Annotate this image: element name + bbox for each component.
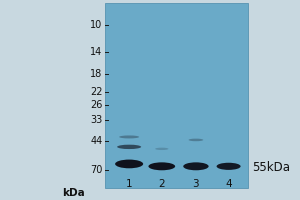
Ellipse shape [183,162,208,170]
Ellipse shape [217,163,241,170]
Ellipse shape [148,162,175,170]
Text: 3: 3 [193,179,199,189]
Bar [105,3,248,188]
Ellipse shape [189,139,203,141]
Ellipse shape [155,148,169,150]
Text: 70: 70 [90,165,102,175]
Ellipse shape [117,145,141,149]
Text: 4: 4 [225,179,232,189]
Text: 22: 22 [90,87,102,97]
Ellipse shape [119,135,139,138]
Text: 1: 1 [126,179,133,189]
Text: 18: 18 [90,69,102,79]
Ellipse shape [115,160,143,168]
Text: 55kDa: 55kDa [252,161,290,174]
Text: 26: 26 [90,100,102,110]
Text: 44: 44 [90,136,102,146]
Text: 2: 2 [158,179,165,189]
Text: 33: 33 [90,115,102,125]
Text: 10: 10 [90,20,102,30]
Text: 14: 14 [90,47,102,57]
Text: kDa: kDa [62,188,85,198]
